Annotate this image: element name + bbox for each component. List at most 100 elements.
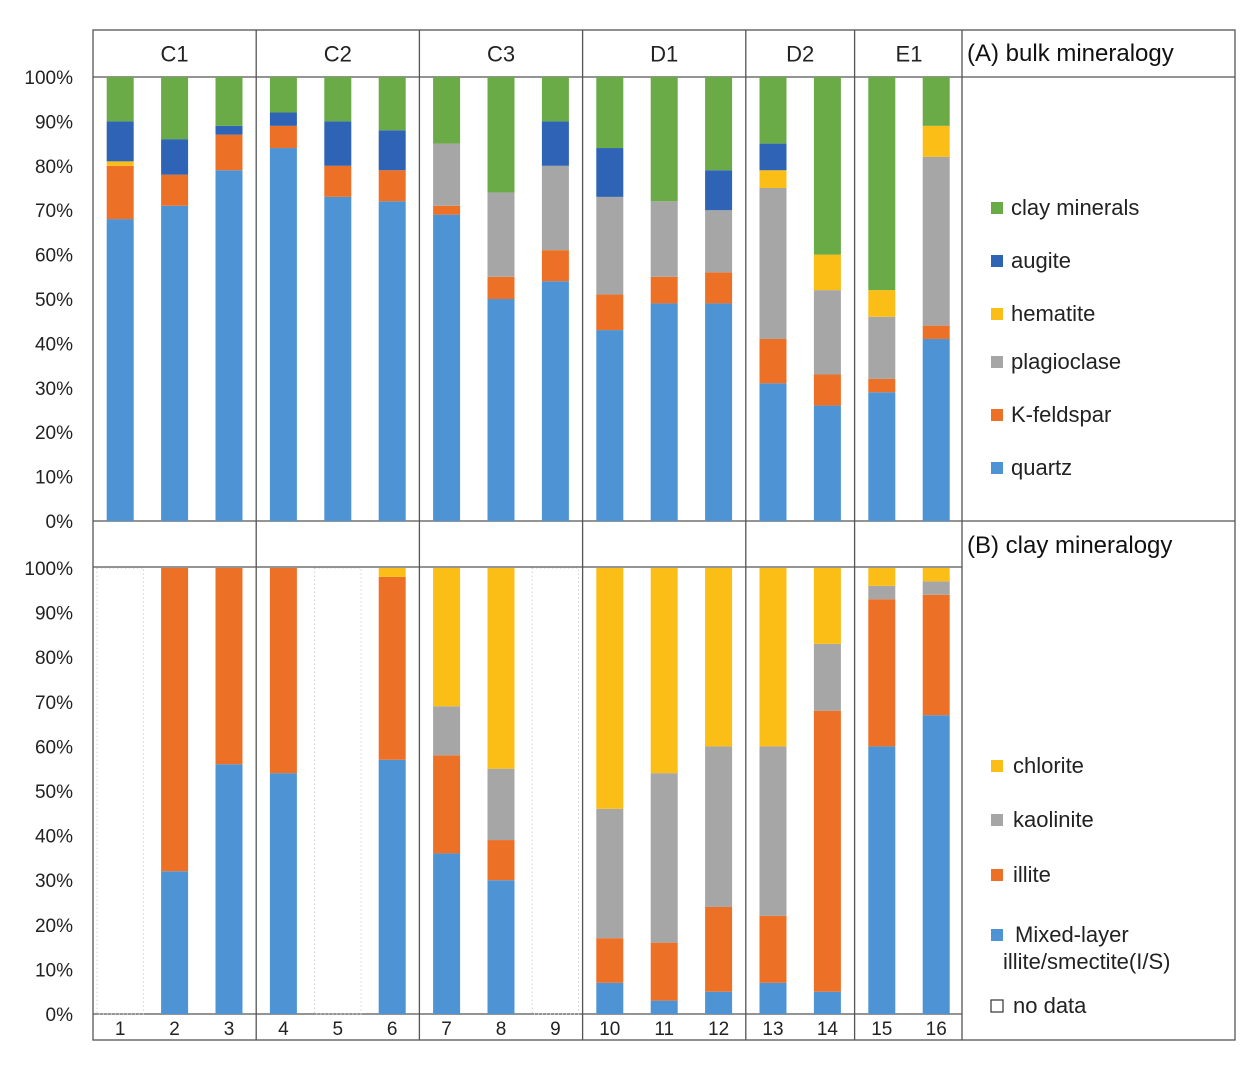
y-tick-label: 80% <box>35 648 73 669</box>
y-tick-label: 90% <box>35 112 73 133</box>
x-tick-label: 9 <box>550 1019 561 1040</box>
x-tick-label: 11 <box>654 1019 674 1040</box>
no-data-column <box>314 567 362 1015</box>
y-tick-label: 0% <box>46 1005 74 1026</box>
legend-label: clay minerals <box>1011 195 1139 220</box>
bar-segment <box>541 250 569 282</box>
panel-b-clay-mineralogy: 0% 10% 20% 30% 40% 50% 60% 70% 80% 90% 100% (B) cla… <box>24 532 1172 1026</box>
legend-label-line: illite/smectite(I/S) <box>1003 949 1170 974</box>
bar-segment <box>922 338 950 521</box>
bar-segment <box>813 254 841 291</box>
bar-segment <box>759 746 787 916</box>
y-tick-label: 40% <box>35 827 73 848</box>
bar-segment <box>705 210 733 273</box>
bar-segment <box>269 568 297 774</box>
outer-border <box>92 29 1236 1041</box>
bar-segment <box>596 196 624 295</box>
x-tick-label: 16 <box>926 1019 947 1040</box>
x-tick-label: 3 <box>224 1019 235 1040</box>
y-tick-label: 80% <box>35 157 73 178</box>
bar-segment <box>705 170 733 211</box>
bar-segment <box>161 77 189 140</box>
bar-segment <box>868 599 896 747</box>
bar-segment <box>596 330 624 521</box>
legend-label-line: Mixed-layer <box>1015 922 1129 947</box>
bar-segment <box>759 383 787 521</box>
bar-segment <box>868 585 896 600</box>
bar-segment <box>596 77 624 149</box>
bar-segment <box>868 378 896 393</box>
legend-label: chlorite <box>1013 753 1084 778</box>
bar-segment <box>868 77 896 291</box>
bar-segment <box>161 139 189 175</box>
y-tick-label: 50% <box>35 290 73 311</box>
x-tick-label: 1 <box>115 1019 126 1040</box>
x-tick-label: 7 <box>441 1019 452 1040</box>
bar-segment <box>161 205 189 521</box>
bar-segment <box>650 303 678 521</box>
bar-segment <box>705 303 733 521</box>
bar-segment <box>868 392 896 521</box>
bar-segment <box>596 808 624 939</box>
y-tick-label: 60% <box>35 246 73 267</box>
bar-segment <box>161 174 189 206</box>
y-tick-label: 20% <box>35 423 73 444</box>
bar-segment <box>868 316 896 379</box>
bar-segment <box>433 205 461 215</box>
legend-label: no data <box>1013 993 1087 1018</box>
x-tick-label: 12 <box>708 1019 729 1040</box>
bar-segment <box>487 768 515 841</box>
x-tick-label: 4 <box>278 1019 289 1040</box>
bar-segment <box>433 143 461 206</box>
y-tick-label: 40% <box>35 334 73 355</box>
bar-segment <box>106 77 134 122</box>
panel-b-title: (B) clay mineralogy <box>967 532 1172 559</box>
bar-segment <box>922 568 950 582</box>
x-tick-label: 8 <box>496 1019 507 1040</box>
bar-segment <box>759 915 787 983</box>
bar-segment <box>269 148 297 522</box>
bar-segment <box>650 773 678 943</box>
bar-segment <box>541 281 569 521</box>
bar-segment <box>596 294 624 331</box>
group-label: C3 <box>487 42 515 67</box>
x-tick-label: 14 <box>817 1019 839 1040</box>
bar-segment <box>324 77 352 122</box>
bar-segment <box>813 710 841 992</box>
bar-segment <box>378 77 406 131</box>
bar-segment <box>433 214 461 521</box>
y-tick-label: 10% <box>35 960 73 981</box>
bar-segment <box>596 148 624 197</box>
x-tick-label: 13 <box>762 1019 783 1040</box>
legend-swatch <box>991 255 1003 267</box>
bar-segment <box>759 77 787 144</box>
panel-a-title: (A) bulk mineralogy <box>967 40 1174 67</box>
bar-segment <box>759 170 787 188</box>
bar-segment <box>378 201 406 521</box>
bar-segment <box>813 568 841 644</box>
bar-segment <box>813 643 841 711</box>
y-tick-label: 50% <box>35 782 73 803</box>
bar-segment <box>813 405 841 521</box>
x-tick-label: 2 <box>169 1019 180 1040</box>
bar-segment <box>269 77 297 113</box>
bar-segment <box>650 77 678 202</box>
bar-segment <box>487 880 515 1014</box>
bar-segment <box>433 568 461 707</box>
bar-segment <box>650 201 678 277</box>
group-labels: C1 C2 C3 D1 D2 E1 <box>161 42 923 67</box>
bar-segment <box>650 276 678 304</box>
legend-swatch <box>991 308 1003 320</box>
legend-swatch <box>991 814 1003 826</box>
bar-segment <box>541 165 569 251</box>
bar-segment <box>922 125 950 157</box>
bar-segment <box>596 568 624 809</box>
bar-segment <box>378 130 406 171</box>
bar-segment <box>868 746 896 1014</box>
bar-segment <box>215 170 243 522</box>
bar-segment <box>922 77 950 126</box>
panel-a-bulk-mineralogy: 0% 10% 20% 30% 40% 50% 60% 70% 80% 90% 100% (A) bul… <box>24 40 1173 533</box>
bar-segment <box>922 325 950 339</box>
group-label: E1 <box>896 42 923 67</box>
